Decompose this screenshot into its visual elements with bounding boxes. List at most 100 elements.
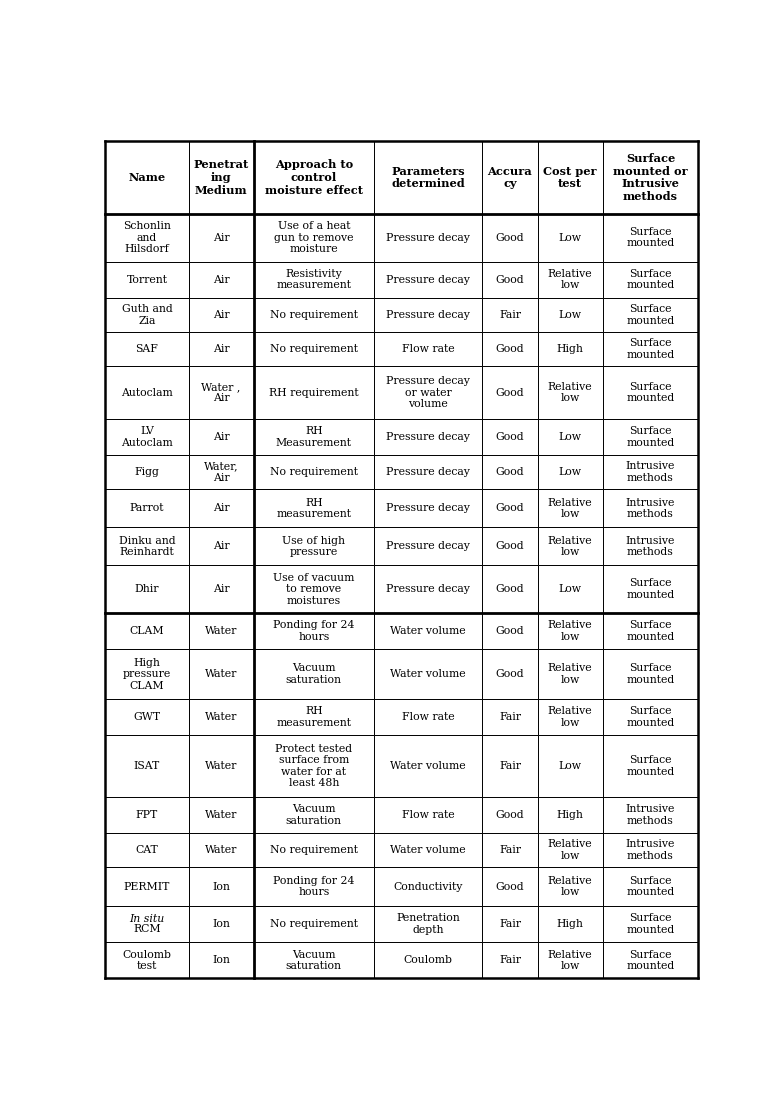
Bar [374,366,482,418]
Text: Fair: Fair [499,712,521,722]
Bar [482,907,538,942]
Text: Air: Air [212,432,230,442]
Bar [253,832,374,867]
Text: Relative
low: Relative low [548,706,593,728]
Bar [374,797,482,832]
Bar [538,418,603,455]
Bar [603,214,699,261]
Text: Surface
mounted: Surface mounted [626,579,674,600]
Bar [105,527,189,566]
Text: Coulomb: Coulomb [404,955,452,965]
Text: Vacuum
saturation: Vacuum saturation [286,663,342,685]
Text: Pressure decay: Pressure decay [386,310,470,320]
Bar [105,489,189,527]
Text: Water volume: Water volume [390,845,466,855]
Bar [538,527,603,566]
Text: Pressure decay: Pressure decay [386,467,470,477]
Text: Relative
low: Relative low [548,663,593,685]
Text: Ponding for 24
hours: Ponding for 24 hours [273,876,354,898]
Text: Pressure decay
or water
volume: Pressure decay or water volume [386,376,470,410]
Text: Relative
low: Relative low [548,621,593,642]
Text: Fair: Fair [499,919,521,929]
Bar [482,418,538,455]
Bar [538,907,603,942]
Text: Fair: Fair [499,955,521,965]
Text: Surface
mounted: Surface mounted [626,950,674,971]
Bar [482,366,538,418]
Text: Figg: Figg [135,467,159,477]
Text: Fair: Fair [499,761,521,770]
Text: Ion: Ion [212,919,230,929]
Bar [374,942,482,979]
Bar [105,261,189,298]
Text: Surface
mounted: Surface mounted [626,706,674,728]
Text: Use of vacuum
to remove
moistures: Use of vacuum to remove moistures [273,572,354,606]
Bar [189,489,253,527]
Bar [538,261,603,298]
Text: Fair: Fair [499,845,521,855]
Text: Good: Good [495,810,524,820]
Text: Ponding for 24
hours: Ponding for 24 hours [273,621,354,642]
Bar [603,867,699,907]
Text: SAF: SAF [136,344,158,354]
Text: No requirement: No requirement [270,919,358,929]
Text: Resistivity
measurement: Resistivity measurement [276,269,351,290]
Text: Vacuum
saturation: Vacuum saturation [286,804,342,826]
Bar [603,261,699,298]
Text: Ion: Ion [212,955,230,965]
Text: Good: Good [495,432,524,442]
Text: Air: Air [212,275,230,284]
Text: Good: Good [495,387,524,397]
Text: Good: Good [495,881,524,891]
Bar [374,907,482,942]
Bar [374,700,482,735]
Text: Pressure decay: Pressure decay [386,232,470,242]
Bar [253,142,374,214]
Text: Water: Water [205,627,238,637]
Bar [105,832,189,867]
Text: Pressure decay: Pressure decay [386,275,470,284]
Text: In situ: In situ [129,914,165,924]
Bar [603,298,699,332]
Text: Ion: Ion [212,881,230,891]
Bar [538,489,603,527]
Bar [189,527,253,566]
Bar [482,455,538,489]
Bar [105,455,189,489]
Bar [189,942,253,979]
Text: Good: Good [495,275,524,284]
Bar [538,455,603,489]
Bar [374,613,482,650]
Text: No requirement: No requirement [270,344,358,354]
Text: Good: Good [495,232,524,242]
Bar [538,142,603,214]
Text: Relative
low: Relative low [548,269,593,290]
Text: GWT: GWT [133,712,161,722]
Bar [189,455,253,489]
Bar [253,527,374,566]
Bar [603,907,699,942]
Bar [253,566,374,613]
Bar [603,489,699,527]
Text: Surface
mounted: Surface mounted [626,304,674,325]
Text: Air: Air [212,310,230,320]
Text: Good: Good [495,584,524,594]
Bar [482,332,538,366]
Bar [189,566,253,613]
Bar [189,332,253,366]
Bar [189,735,253,797]
Text: Surface
mounted: Surface mounted [626,663,674,685]
Bar [482,832,538,867]
Text: Torrent: Torrent [126,275,168,284]
Text: Water volume: Water volume [390,761,466,770]
Text: RCM: RCM [133,924,161,934]
Bar [482,489,538,527]
Bar [482,566,538,613]
Text: Surface
mounted: Surface mounted [626,426,674,447]
Bar [253,489,374,527]
Bar [189,366,253,418]
Bar [538,332,603,366]
Bar [374,650,482,700]
Bar [253,942,374,979]
Bar [538,797,603,832]
